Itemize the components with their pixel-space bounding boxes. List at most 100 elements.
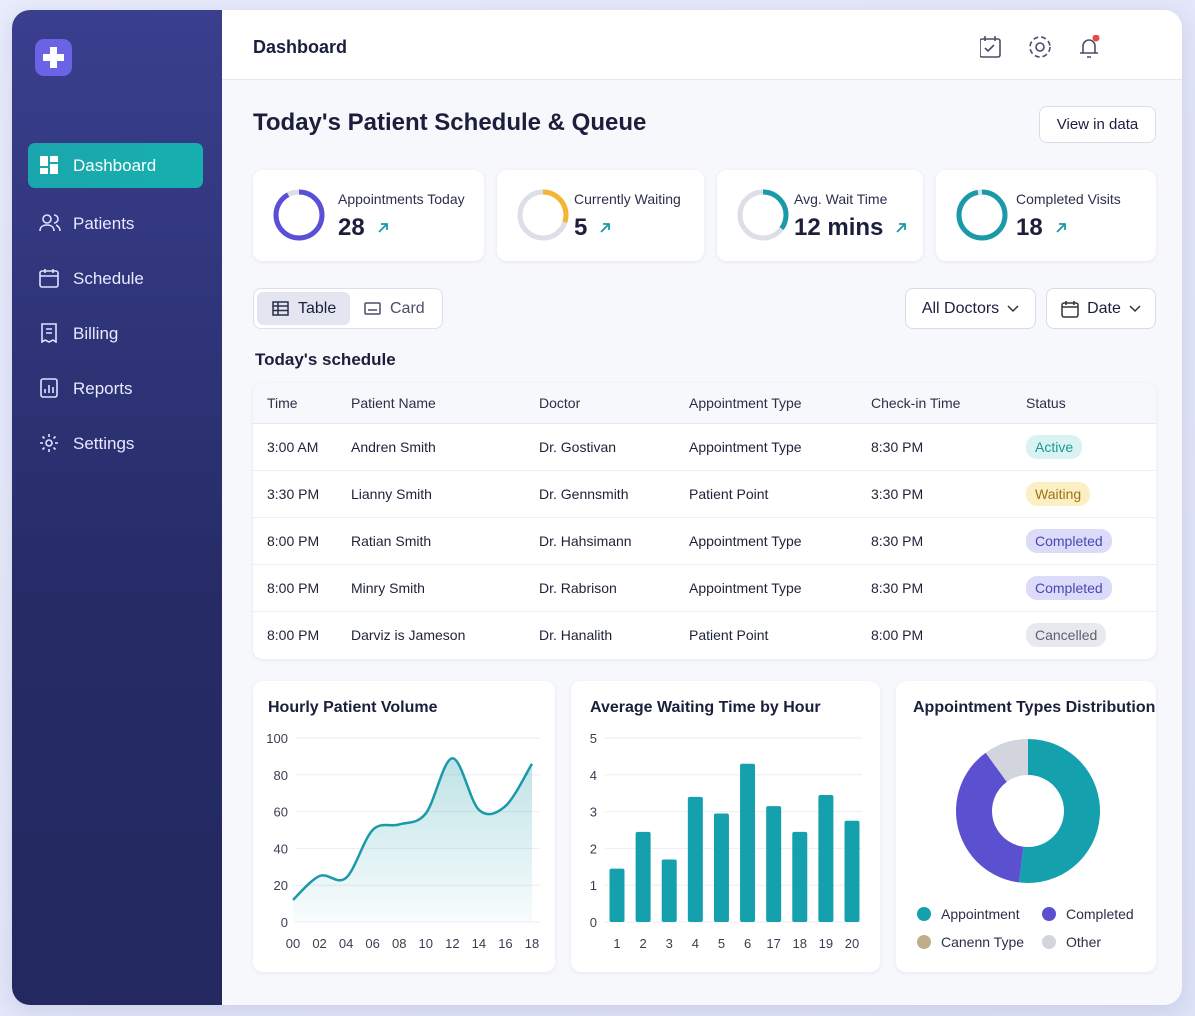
nav-item[interactable]: Patients [28,201,203,246]
table-cell: Lianny Smith [351,470,539,518]
toggle-label: Card [390,299,425,317]
nav-item[interactable]: Dashboard [28,143,203,188]
stat-number: 5 [574,214,588,241]
table-row: 8:00 PM Minry Smith Dr. Rabrison Appointmen… [253,564,1156,612]
ring-arc [517,189,569,241]
nav-label: Dashboard [73,155,157,175]
status-badge: Completed [1026,528,1112,553]
arrow [896,223,907,233]
chart-card [896,681,1156,972]
column-header: Check-in Time [871,383,1026,424]
table: Time Patient Name Doctor Appointment Type Ch… [253,383,1156,658]
nav-label: Schedule [73,268,144,288]
ring-arc [737,189,789,241]
table-cell: Completed [1026,564,1156,612]
table-cell: Dr. Rabrison [539,564,689,612]
table-row: 8:00 PM Ratian Smith Dr. Hahsimann Appointm… [253,517,1156,565]
header-icons [980,35,1100,58]
toggle-label: Table [298,299,337,317]
view-toggle: Table Card [253,288,443,329]
status-badge: Active [1026,434,1083,459]
table-cell: 8:00 PM [267,626,320,643]
nav-item[interactable]: Settings [28,421,203,466]
table-cell: Appointment Type [689,423,871,471]
stat-label: Currently Waiting [574,191,681,207]
stat-card: Completed Visits 18 [936,170,1156,261]
nav-item[interactable]: Schedule [28,256,203,301]
arrow [600,223,611,233]
column-header: Doctor [539,383,689,424]
table-cell: 8:30 PM [871,517,1026,565]
table-cell: Ratian Smith [351,517,539,565]
arrow [1056,223,1066,233]
doctor-filter[interactable]: All Doctors [905,288,1036,329]
stat-value: 18 [1016,214,1067,242]
table-cell: 3:30 PM [253,470,351,518]
status-badge: Waiting [1026,481,1091,506]
ring-arc [273,189,325,241]
stat-label: Completed Visits [1016,191,1121,207]
table-cell: Patient Point [689,626,769,643]
column-header: Patient Name [351,383,539,424]
chart-card [571,681,880,972]
table-cell: 8:30 PM [871,423,1026,471]
toggle-table[interactable]: Table [257,292,350,325]
table-cell: 8:00 PM [253,564,351,612]
table-cell: Waiting [1026,470,1156,518]
table-row: 8:00 PM Darviz is Jameson Dr. Hanalith Pati… [253,611,1156,658]
stat-value: 28 [338,214,389,242]
filter-label: All Doctors [921,299,1000,317]
top-bar: Dashboard [222,10,1182,80]
nav-label: Patients [73,213,135,233]
table-cell: Cancelled [1026,611,1156,658]
nav-label: Billing [73,323,119,343]
stat-card: Avg. Wait Time 12 mins [717,170,923,261]
column-header: Status [1026,383,1156,424]
date-filter[interactable]: Date [1046,288,1156,329]
table-cell: Minry Smith [351,564,539,612]
trend-arrow [600,223,611,233]
table-cell: Completed [1026,517,1156,565]
ring-arc [956,189,1008,241]
table-cell: 3:30 PM [871,470,1026,518]
chart-card [253,681,555,972]
table-cell: 8:00 PM [253,517,351,565]
app-window: Dashboard Patients Schedule Billing Repo… [12,10,1182,1005]
toggle-card[interactable]: Card [364,292,425,325]
table-row: 3:00 AM Andren Smith Dr. Gostivan Appointme… [253,423,1156,471]
column-header: Time [253,383,351,424]
table-title: Today's schedule [255,350,396,369]
view-button[interactable]: View in data [1039,106,1156,143]
nav-item[interactable]: Reports [28,366,203,411]
table-row: 3:30 PM Lianny Smith Dr. Gennsmith Patient … [253,470,1156,518]
status-badge: Completed [1026,575,1112,600]
arrow [378,223,388,233]
table-cell: Dr. Hahsimann [539,517,689,565]
stat-ring [737,189,789,241]
table-cell: 3:00 AM [253,423,351,471]
stat-label: Avg. Wait Time [794,191,888,207]
page-title: Today's Patient Schedule & Queue [253,109,647,136]
stat-value: 12 mins [794,214,907,242]
stat-ring [273,189,325,241]
table-cell: Dr. Hanalith [539,626,613,643]
stat-ring [517,189,569,241]
filter-label: Date [1087,299,1121,317]
stat-value: 5 [574,214,611,242]
logo [35,39,72,76]
status-badge: Cancelled [1026,622,1107,647]
stat-card: Currently Waiting 5 [497,170,704,261]
nav-label: Reports [73,378,133,398]
nav-item[interactable]: Billing [28,311,203,356]
table-cell: Andren Smith [351,423,539,471]
table-cell: 8:30 PM [871,564,1026,612]
table-cell: 8:00 PM [871,626,924,643]
stat-card: Appointments Today 28 [253,170,484,261]
sidebar: Dashboard Patients Schedule Billing Repo… [12,10,222,1005]
trend-arrow [1056,223,1066,233]
header-title: Dashboard [253,37,348,57]
column-header: Appointment Type [689,383,871,424]
table-cell: Active [1026,423,1156,471]
stat-number: 12 mins [794,214,884,241]
